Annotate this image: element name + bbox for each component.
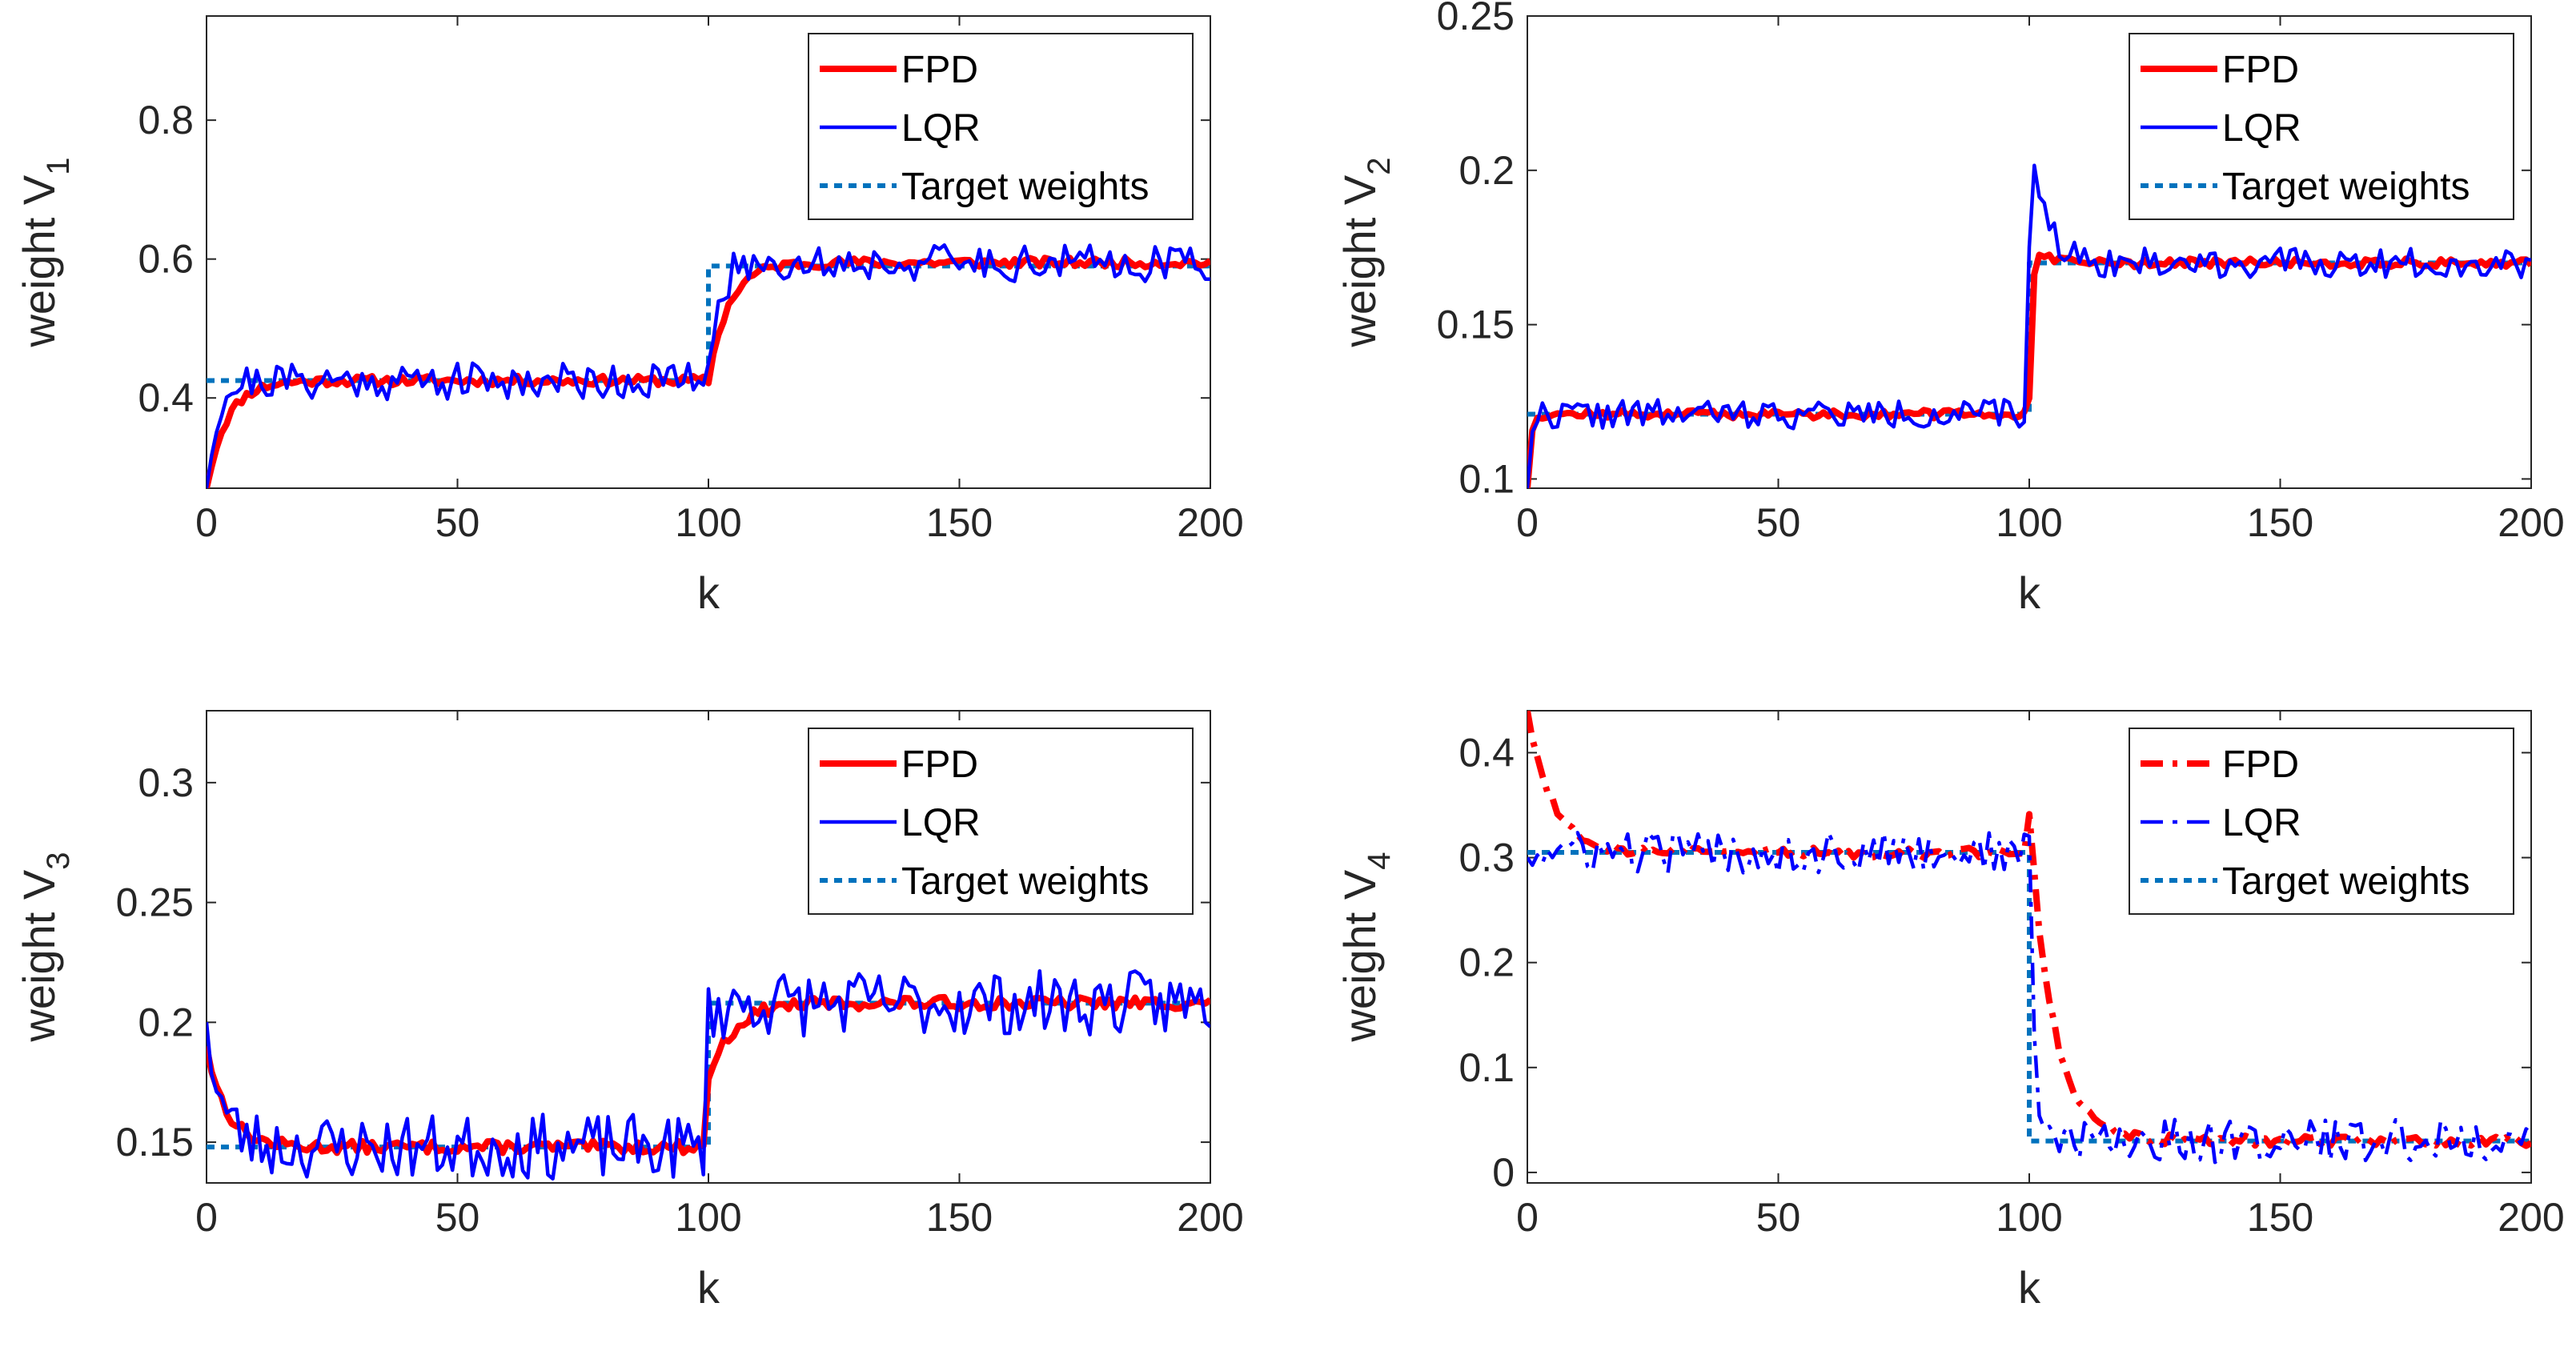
x-tick-label: 100 bbox=[675, 500, 741, 545]
x-tick-label: 0 bbox=[1516, 1195, 1539, 1240]
y-tick-label: 0.15 bbox=[1437, 303, 1515, 347]
series-group bbox=[1527, 711, 2531, 1165]
y-axis-label: weight V1 bbox=[14, 157, 76, 347]
series-line-lqr bbox=[1527, 830, 2531, 1165]
legend-label: LQR bbox=[901, 107, 981, 150]
legend-label: Target weights bbox=[2222, 166, 2470, 208]
x-axis-label: k bbox=[2018, 567, 2041, 618]
legend-label: Target weights bbox=[901, 860, 1150, 903]
legend: FPD LQR Target weights bbox=[2129, 728, 2514, 915]
y-axis-label-main: weight V bbox=[14, 869, 64, 1042]
y-tick-label: 0.2 bbox=[1459, 148, 1515, 193]
chart-panel-4: 0 50 100 150 200 0 0.1 0.2 0.3 0.4 k weight V4 FPD LQ… bbox=[1334, 710, 2565, 1313]
x-tick-label: 200 bbox=[1177, 500, 1243, 545]
y-tick-label: 0.3 bbox=[1459, 836, 1515, 880]
x-axis-label: k bbox=[2018, 1262, 2041, 1313]
y-axis-label-subscript: 2 bbox=[1362, 157, 1397, 174]
legend-label: LQR bbox=[2222, 107, 2301, 150]
chart-panel-3: 0 50 100 150 200 0.15 0.2 0.25 0.3 k weight V3 FPD L… bbox=[14, 710, 1244, 1313]
y-tick-label: 0.4 bbox=[138, 375, 194, 420]
legend-label: Target weights bbox=[901, 166, 1150, 208]
series-group bbox=[207, 968, 1210, 1181]
y-tick-label: 0.2 bbox=[1459, 940, 1515, 985]
x-tick-label: 50 bbox=[435, 500, 480, 545]
x-tick-label: 200 bbox=[1177, 1195, 1243, 1240]
x-tick-label: 50 bbox=[1756, 500, 1801, 545]
series-group bbox=[1527, 163, 2531, 488]
series-line-lqr bbox=[207, 968, 1210, 1181]
y-axis-label-subscript: 4 bbox=[1362, 852, 1397, 869]
x-tick-label: 0 bbox=[195, 1195, 218, 1240]
legend: FPD LQR Target weights bbox=[2129, 33, 2514, 220]
x-axis-label: k bbox=[697, 567, 720, 618]
y-axis-label-subscript: 1 bbox=[41, 157, 76, 174]
y-tick-label: 0.2 bbox=[138, 1000, 194, 1044]
x-tick-label: 50 bbox=[1756, 1195, 1801, 1240]
legend-label: FPD bbox=[2222, 744, 2299, 786]
y-tick-label: 0.3 bbox=[138, 760, 194, 805]
y-tick-label: 0.25 bbox=[1437, 0, 1515, 38]
y-axis-label: weight V3 bbox=[14, 852, 76, 1042]
y-tick-label: 0.8 bbox=[138, 98, 194, 142]
series-group bbox=[207, 243, 1210, 488]
series-line-lqr bbox=[207, 243, 1210, 488]
legend-label: FPD bbox=[2222, 49, 2299, 91]
y-tick-label: 0.1 bbox=[1459, 456, 1515, 501]
legend-label: FPD bbox=[901, 744, 978, 786]
legend-label: LQR bbox=[901, 802, 981, 844]
y-axis-label-main: weight V bbox=[1334, 869, 1385, 1042]
legend-label: FPD bbox=[901, 49, 978, 91]
x-tick-label: 150 bbox=[2247, 500, 2313, 545]
x-tick-label: 0 bbox=[195, 500, 218, 545]
x-tick-label: 100 bbox=[1996, 500, 2062, 545]
y-tick-label: 0.15 bbox=[116, 1120, 194, 1165]
y-tick-label: 0.1 bbox=[1459, 1045, 1515, 1090]
legend: FPD LQR Target weights bbox=[808, 728, 1194, 915]
y-tick-label: 0.25 bbox=[116, 880, 194, 925]
x-tick-label: 150 bbox=[926, 1195, 993, 1240]
chart-panel-1: 0 50 100 150 200 0.4 0.6 0.8 k weight V1 FPD LQR Tar… bbox=[14, 15, 1244, 618]
y-axis-label: weight V4 bbox=[1334, 852, 1397, 1042]
y-axis-label-subscript: 3 bbox=[41, 852, 76, 869]
x-axis-label: k bbox=[697, 1262, 720, 1313]
y-tick-label: 0.4 bbox=[1459, 730, 1515, 775]
legend: FPD LQR Target weights bbox=[808, 33, 1194, 220]
y-tick-label: 0.6 bbox=[138, 237, 194, 282]
x-tick-label: 0 bbox=[1516, 500, 1539, 545]
y-axis-label-main: weight V bbox=[1334, 174, 1385, 347]
chart-panel-2: 0 50 100 150 200 0.1 0.15 0.2 0.25 k weight V2 FPD L… bbox=[1334, 0, 2565, 618]
y-axis-label: weight V2 bbox=[1334, 157, 1397, 347]
legend-label: LQR bbox=[2222, 802, 2301, 844]
x-tick-label: 150 bbox=[2247, 1195, 2313, 1240]
y-axis-label-main: weight V bbox=[14, 174, 64, 347]
x-tick-label: 50 bbox=[435, 1195, 480, 1240]
x-tick-label: 100 bbox=[675, 1195, 741, 1240]
y-tick-label: 0 bbox=[1492, 1150, 1515, 1195]
series-line-lqr bbox=[1527, 163, 2531, 488]
x-tick-label: 200 bbox=[2498, 500, 2564, 545]
legend-label: Target weights bbox=[2222, 860, 2470, 903]
x-tick-label: 150 bbox=[926, 500, 993, 545]
x-tick-label: 200 bbox=[2498, 1195, 2564, 1240]
x-tick-label: 100 bbox=[1996, 1195, 2062, 1240]
